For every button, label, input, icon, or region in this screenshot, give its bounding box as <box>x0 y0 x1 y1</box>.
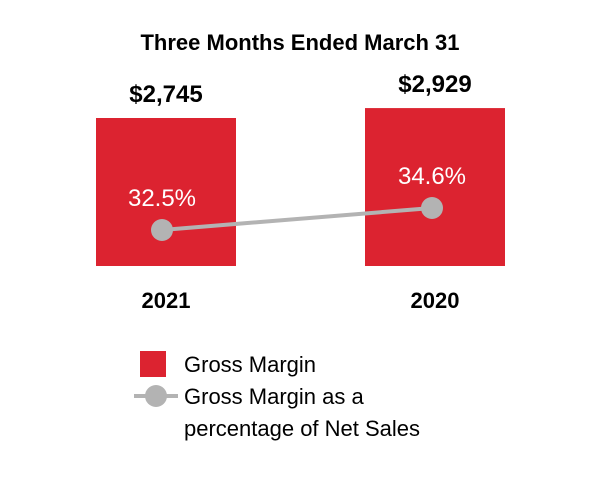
line-group: 32.5% 34.6% <box>128 163 466 241</box>
category-label-2021: 2021 <box>142 288 191 313</box>
legend-label-gross-margin: Gross Margin <box>184 352 316 377</box>
category-label-2020: 2020 <box>411 288 460 313</box>
percentage-point-2020 <box>421 197 443 219</box>
legend-swatch-marker <box>145 385 167 407</box>
bar-value-label-2021: $2,745 <box>129 81 202 108</box>
percentage-line <box>161 206 433 232</box>
legend-label-line-2: percentage of Net Sales <box>184 416 420 441</box>
chart-title: Three Months Ended March 31 <box>140 30 459 55</box>
legend: Gross Margin Gross Margin as a percentag… <box>134 351 420 441</box>
percentage-label-2020: 34.6% <box>398 163 466 190</box>
percentage-point-2021 <box>151 219 173 241</box>
bar-value-labels: $2,745 $2,929 <box>129 71 471 108</box>
legend-label-gm-percentage: Gross Margin as a percentage of Net Sale… <box>184 384 420 441</box>
bar-2021 <box>96 118 236 266</box>
legend-swatch-gross-margin <box>140 351 166 377</box>
bar-2020 <box>365 108 505 267</box>
bar-value-label-2020: $2,929 <box>398 71 471 98</box>
bar-group <box>96 108 505 267</box>
category-labels: 2021 2020 <box>142 288 460 313</box>
legend-label-line-1: Gross Margin as a <box>184 384 364 409</box>
percentage-label-2021: 32.5% <box>128 185 196 212</box>
